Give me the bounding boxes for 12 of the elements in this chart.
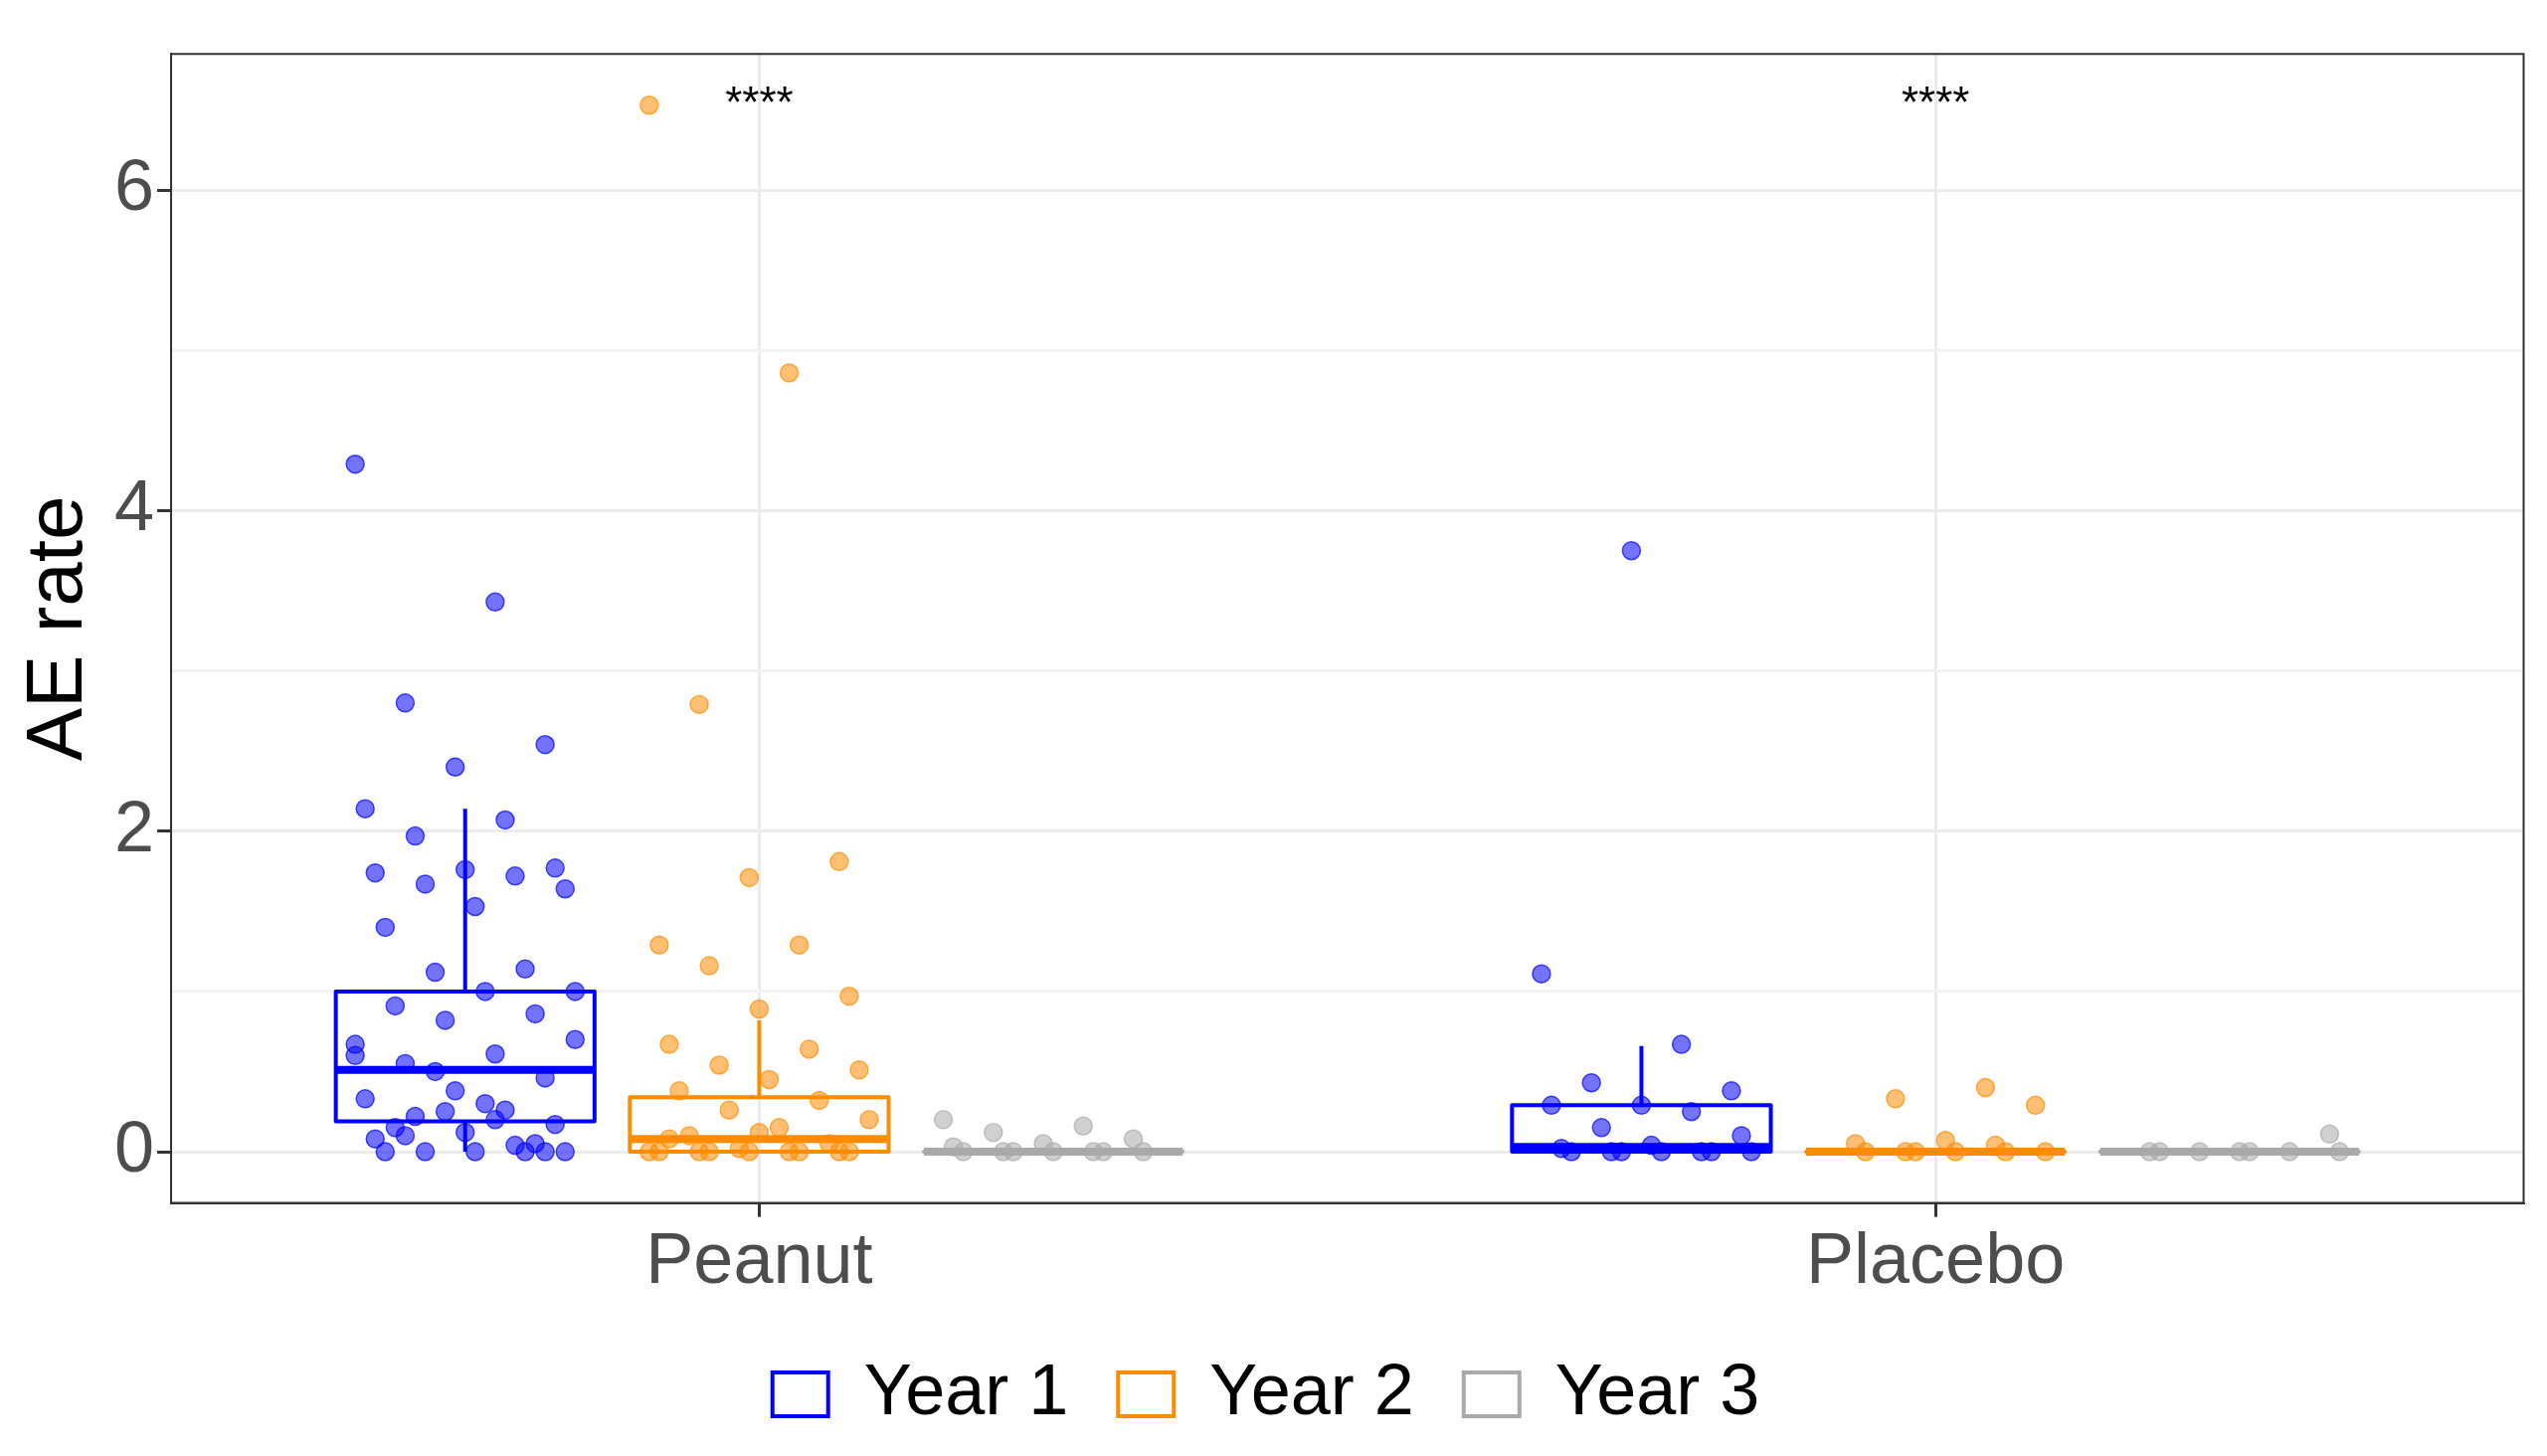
y-tick-label: 2 — [114, 786, 155, 866]
legend-label: Year 3 — [1554, 1349, 1760, 1429]
legend-label: Year 2 — [1209, 1349, 1414, 1429]
y-tick-label: 4 — [114, 465, 155, 546]
x-tick-label: Placebo — [1806, 1217, 2066, 1298]
y-tick-label: 0 — [114, 1106, 155, 1186]
y-tick-label: 6 — [114, 145, 155, 226]
annotation: **** — [1901, 78, 1970, 127]
y-axis-title: AE rate — [10, 495, 99, 762]
x-tick-label: Peanut — [645, 1217, 873, 1298]
legend-label: Year 1 — [863, 1349, 1069, 1429]
annotation: **** — [725, 78, 794, 127]
